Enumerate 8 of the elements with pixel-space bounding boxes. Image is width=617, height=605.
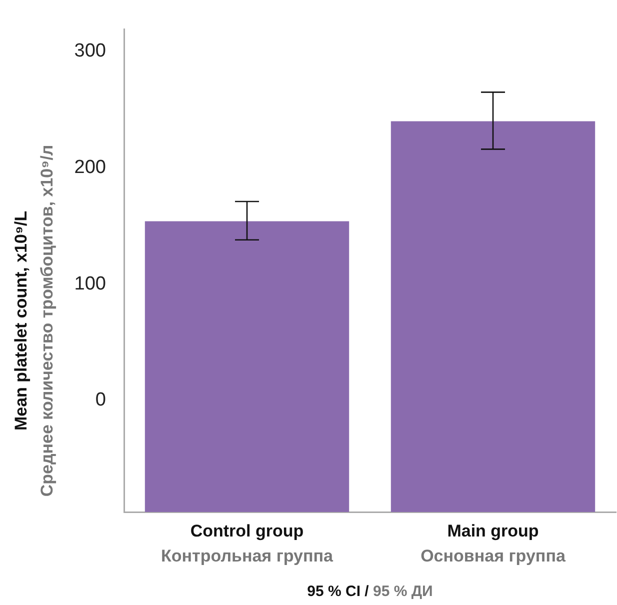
x-tick-label: Control group Контрольная группа: [160, 522, 334, 566]
y-tick-label: 100: [74, 273, 106, 294]
y-tick-label: 300: [74, 40, 106, 62]
x-axis-title: 95 % CI / 95 % ДИ: [307, 583, 433, 600]
y-axis-title: Mean platelet count, x10⁹/L Среднее количество тромбоцитов, x10⁹/л: [12, 144, 57, 497]
y-tick-label: 200: [74, 157, 106, 178]
y-tick-label: 0: [95, 390, 106, 411]
x-tick-label: Main group Основная группа: [420, 522, 566, 566]
